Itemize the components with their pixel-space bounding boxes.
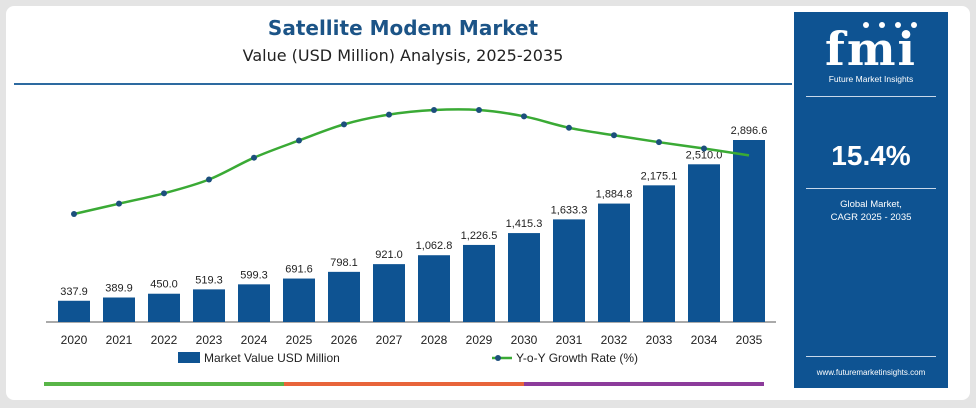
growth-marker-2029 — [476, 107, 482, 113]
x-tick-2032: 2032 — [601, 333, 628, 347]
bar-label-2021: 389.9 — [105, 283, 133, 295]
bar-2027 — [373, 264, 405, 322]
x-tick-2033: 2033 — [646, 333, 673, 347]
bar-label-2029: 1,226.5 — [461, 230, 498, 242]
sidebar-panel: fmi Future Market Insights 15.4% Global … — [794, 12, 948, 388]
logo-dots-icon — [863, 22, 917, 28]
growth-marker-2031 — [566, 124, 572, 131]
growth-marker-2032 — [611, 132, 617, 139]
x-tick-2029: 2029 — [466, 333, 493, 347]
bar-label-2026: 798.1 — [330, 257, 358, 269]
growth-marker-2026 — [341, 121, 347, 128]
legend-line-marker — [495, 355, 501, 361]
bar-label-2023: 519.3 — [195, 274, 223, 286]
bar-label-2035: 2,896.6 — [731, 125, 768, 137]
bar-2034 — [688, 164, 720, 322]
accent-bar-green — [44, 382, 284, 386]
sidebar-divider-mid — [806, 188, 936, 189]
x-tick-2026: 2026 — [331, 333, 358, 347]
x-tick-2030: 2030 — [511, 333, 538, 347]
bar-2025 — [283, 278, 315, 322]
bar-2035 — [733, 140, 765, 322]
cagr-value: 15.4% — [831, 140, 911, 171]
growth-marker-2020 — [71, 211, 77, 217]
growth-marker-2033 — [656, 139, 662, 146]
bar-label-2034: 2,510.0 — [686, 149, 723, 161]
website-link[interactable]: www.futuremarketinsights.com — [816, 368, 926, 377]
bar-label-2022: 450.0 — [150, 279, 178, 291]
growth-marker-2034 — [701, 145, 707, 152]
cagr-label-line2: CAGR 2025 - 2035 — [830, 212, 912, 223]
bar-label-2031: 1,633.3 — [551, 204, 588, 216]
bar-2029 — [463, 244, 495, 322]
growth-marker-2024 — [251, 154, 257, 161]
x-tick-2023: 2023 — [196, 333, 223, 347]
chart-title: Satellite Modem Market — [267, 16, 539, 40]
bar-2020 — [58, 300, 90, 322]
sidebar-divider-top — [806, 96, 936, 97]
growth-marker-2021 — [116, 200, 122, 207]
x-tick-2025: 2025 — [286, 333, 313, 347]
bar-2024 — [238, 284, 270, 322]
growth-marker-2028 — [431, 107, 437, 113]
bar-2023 — [193, 289, 225, 322]
growth-marker-2022 — [161, 190, 167, 197]
x-tick-2021: 2021 — [106, 333, 133, 347]
bar-2030 — [508, 233, 540, 322]
accent-bar-purple — [524, 382, 764, 386]
x-tick-2027: 2027 — [376, 333, 403, 347]
bar-label-2024: 599.3 — [240, 269, 268, 281]
bar-label-2032: 1,884.8 — [596, 189, 633, 201]
legend-line-label: Y-o-Y Growth Rate (%) — [516, 351, 638, 365]
fmi-logo: fmi — [825, 22, 917, 76]
bar-2032 — [598, 203, 630, 322]
cagr-label: Global Market, CAGR 2025 - 2035 — [794, 198, 948, 224]
chart-subtitle: Value (USD Million) Analysis, 2025-2035 — [242, 46, 564, 65]
bar-2026 — [328, 271, 360, 322]
growth-rate-line — [73, 108, 750, 216]
bar-2022 — [148, 293, 180, 322]
bar-label-2027: 921.0 — [375, 249, 403, 261]
x-tick-2028: 2028 — [421, 333, 448, 347]
bar-label-2028: 1,062.8 — [416, 240, 453, 252]
bar-label-2033: 2,175.1 — [641, 170, 678, 182]
x-tick-2020: 2020 — [61, 333, 88, 347]
growth-marker-2030 — [521, 113, 527, 120]
x-tick-2022: 2022 — [151, 333, 178, 347]
x-tick-2031: 2031 — [556, 333, 583, 347]
x-tick-2035: 2035 — [736, 333, 763, 347]
legend-bar-swatch — [178, 352, 200, 363]
legend-bar-label: Market Value USD Million — [204, 351, 340, 365]
bar-2028 — [418, 255, 450, 322]
bar-2033 — [643, 185, 675, 322]
chart-card: Satellite Modem Market Value (USD Millio… — [6, 6, 970, 400]
growth-marker-2027 — [386, 111, 392, 118]
x-tick-2024: 2024 — [241, 333, 268, 347]
bar-2021 — [103, 297, 135, 322]
cagr-label-line1: Global Market, — [840, 199, 902, 210]
bar-label-2030: 1,415.3 — [506, 218, 543, 230]
growth-marker-2025 — [296, 137, 302, 144]
sidebar-divider-bottom — [806, 356, 936, 357]
bar-label-2025: 691.6 — [285, 264, 313, 276]
bar-2031 — [553, 219, 585, 322]
accent-bar-orange — [284, 382, 524, 386]
logo-subtext: Future Market Insights — [828, 74, 914, 84]
title-divider — [14, 83, 792, 85]
growth-marker-2023 — [206, 176, 212, 183]
x-tick-2034: 2034 — [691, 333, 718, 347]
market-chart: 337.9 2020 389.9 2021 450.0 2022 519.3 2023 599.… — [46, 107, 776, 365]
bar-label-2020: 337.9 — [60, 286, 88, 298]
